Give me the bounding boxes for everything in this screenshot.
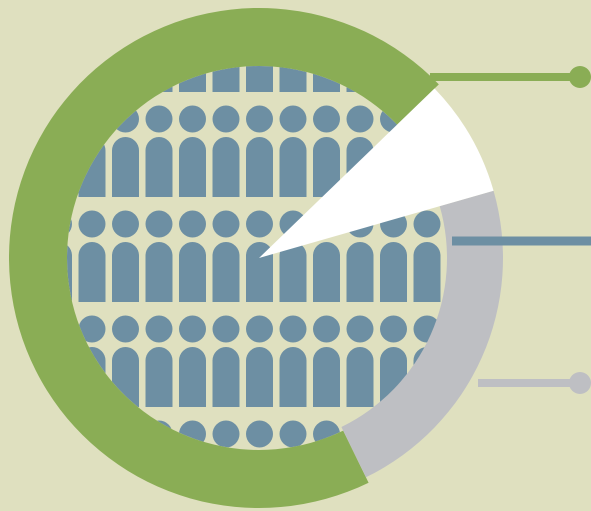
person-figure: [246, 66, 273, 92]
person-figure: [279, 66, 307, 92]
person-figure: [346, 315, 374, 407]
person-figure: [179, 315, 206, 407]
person-figure: [212, 210, 240, 302]
person-figure: [212, 66, 240, 92]
person-figure: [413, 210, 441, 302]
person-figure: [279, 105, 307, 197]
green-segment: [9, 7, 439, 509]
person-figure: [145, 315, 173, 407]
person-figure: [380, 210, 407, 302]
person-figure: [112, 210, 139, 302]
person-figure: [212, 420, 240, 448]
person-figure: [246, 420, 273, 448]
person-figure: [313, 105, 340, 197]
person-figure: [179, 210, 206, 302]
person-figure: [279, 420, 307, 448]
person-figure: [145, 210, 173, 302]
green-connector-dot: [569, 66, 591, 88]
person-figure: [179, 105, 206, 197]
white-segment: [259, 88, 494, 258]
gray-segment: [341, 190, 503, 478]
person-figure: [78, 210, 106, 302]
person-figure: [212, 315, 240, 407]
person-figure: [212, 105, 240, 197]
person-figure: [313, 315, 340, 407]
person-figure: [279, 315, 307, 407]
person-figure: [145, 105, 173, 197]
person-figure: [246, 105, 273, 197]
person-figure: [246, 210, 273, 302]
gray-connector-dot: [569, 372, 591, 394]
person-figure: [246, 315, 273, 407]
